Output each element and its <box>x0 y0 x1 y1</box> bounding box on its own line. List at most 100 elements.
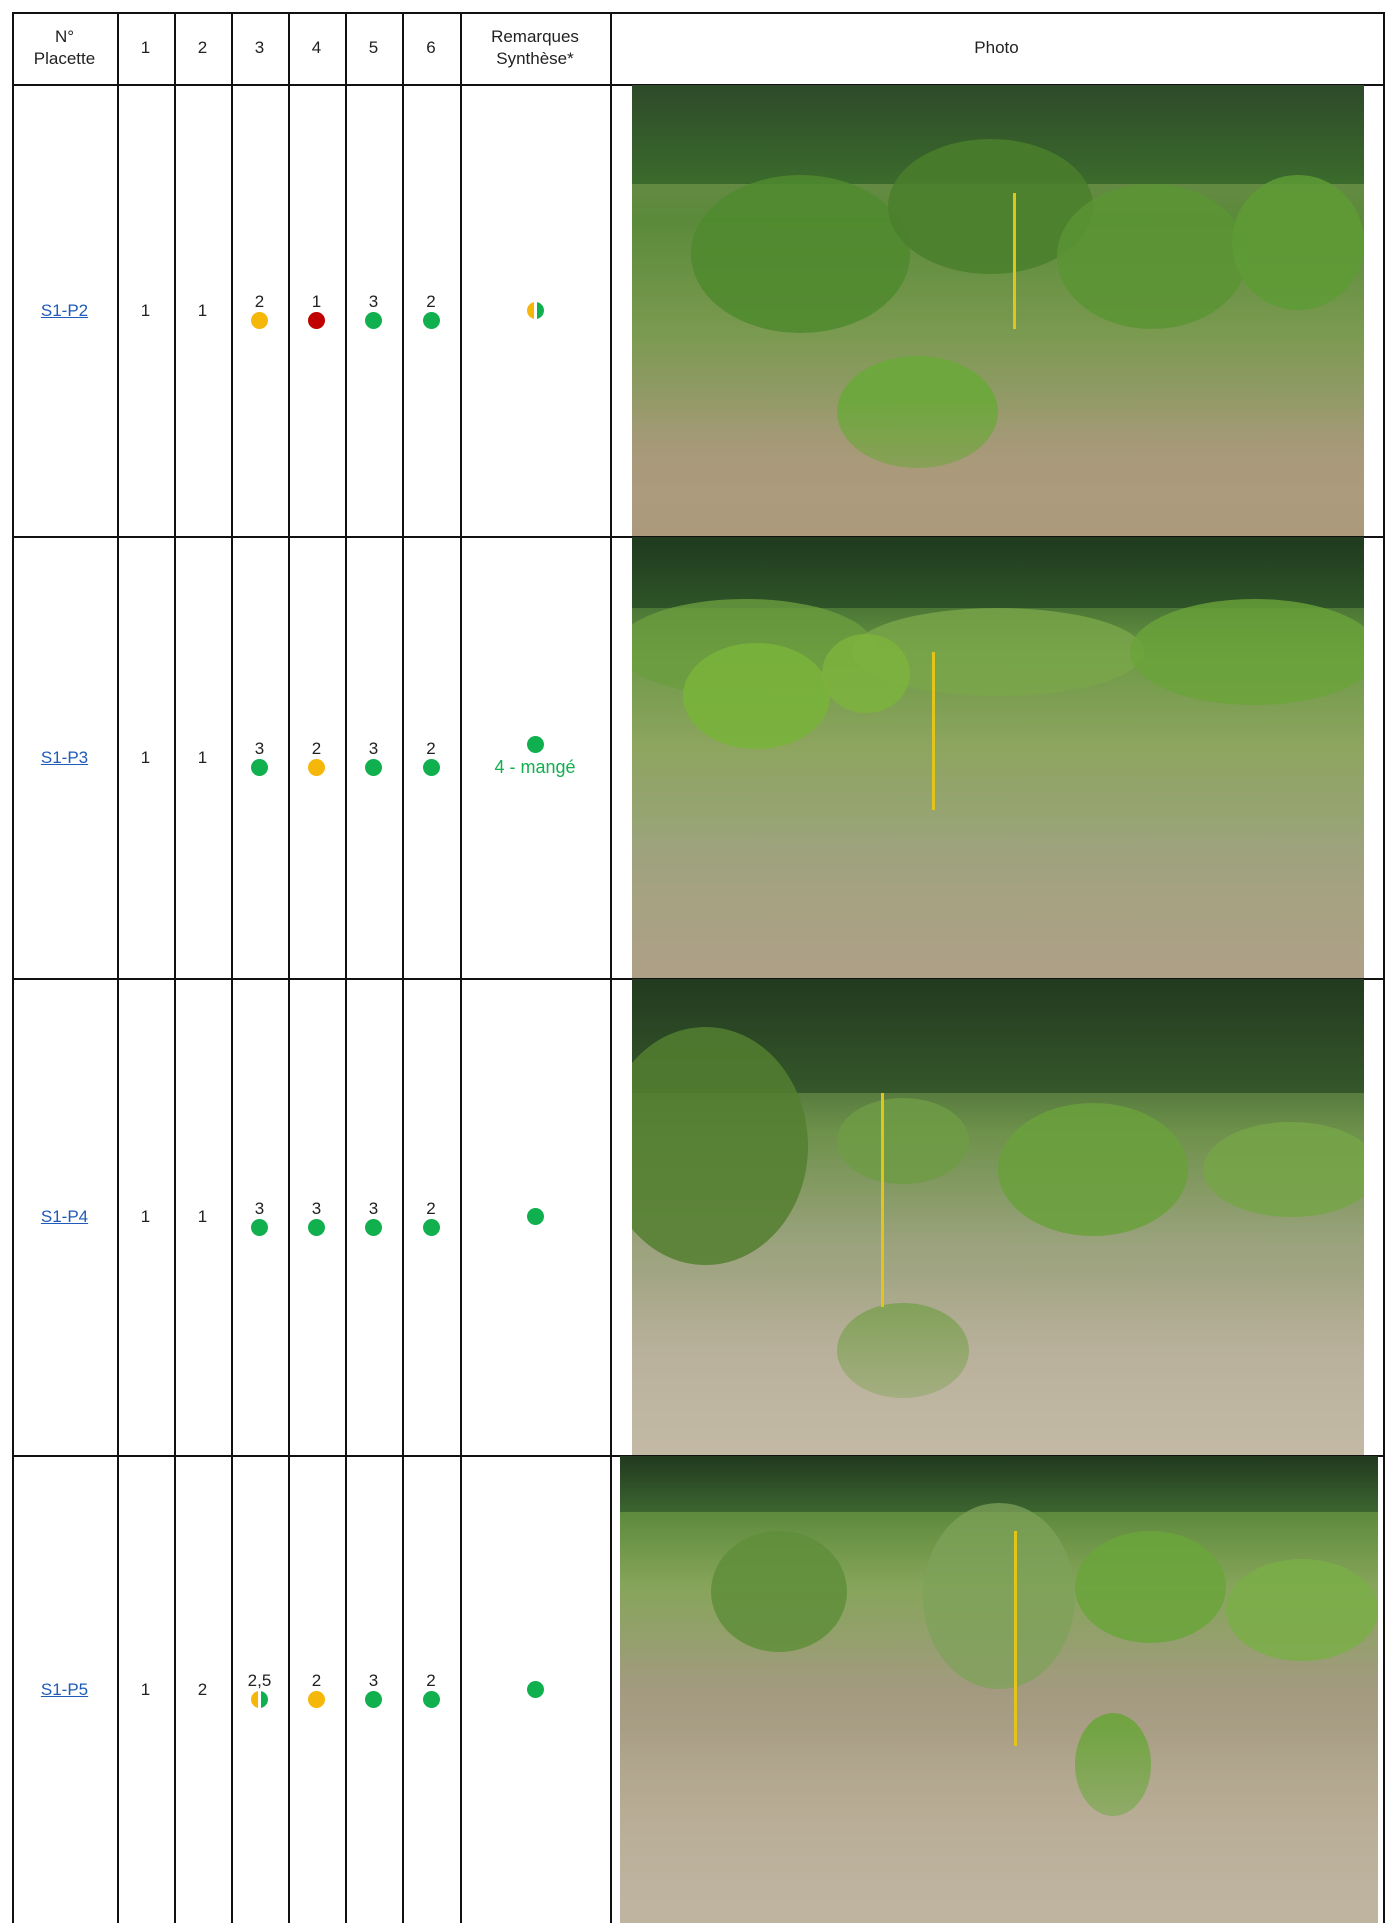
header-plot: N° Placette <box>12 12 117 84</box>
cell-col-2: 2 <box>174 1455 231 1923</box>
status-dot-icon <box>308 312 325 329</box>
cell-value: 1 <box>197 747 208 767</box>
remark-text: 4 - mangé <box>494 757 576 777</box>
cell-remarks <box>460 1455 610 1923</box>
cell-value: 2 <box>426 739 436 758</box>
status-dot-icon <box>308 759 325 776</box>
synthesis-dot-icon <box>526 1680 544 1698</box>
cell-col-6: 2 <box>402 84 460 536</box>
table-row: S1-P3 <box>12 536 117 978</box>
plot-link-s1-p5[interactable]: S1-P5 <box>40 1679 89 1699</box>
header-col-1: 1 <box>117 12 174 84</box>
status-dot-icon <box>422 759 440 776</box>
cell-col-3: 3 <box>231 536 288 978</box>
cell-col-2: 1 <box>174 978 231 1455</box>
cell-value: 1 <box>140 747 151 767</box>
cell-col-6: 2 <box>402 536 460 978</box>
cell-value: 3 <box>368 1198 379 1218</box>
header-col-2: 2 <box>174 12 231 84</box>
status-dot-icon <box>365 312 382 329</box>
cell-col-2: 1 <box>174 84 231 536</box>
table-border <box>610 12 612 1923</box>
cell-remarks <box>460 84 610 536</box>
cell-remarks: 4 - mangé <box>460 536 610 978</box>
cell-value: 3 <box>254 1198 265 1218</box>
cell-value: 1 <box>197 300 208 320</box>
cell-value: 3 <box>368 1671 379 1690</box>
header-col-5: 5 <box>345 12 402 84</box>
table-border <box>117 12 119 1923</box>
table-border <box>288 12 290 1923</box>
table-border <box>12 978 1384 980</box>
cell-value: 2 <box>426 1671 436 1690</box>
header-col-4: 4 <box>288 12 345 84</box>
header-photo: Photo <box>610 12 1383 84</box>
cell-value: 2 <box>311 1671 322 1690</box>
table-border <box>345 12 347 1923</box>
table-border <box>12 1455 1384 1457</box>
synthesis-dot-icon <box>526 301 544 319</box>
cell-col-3: 3 <box>231 978 288 1455</box>
cell-value: 3 <box>254 739 265 758</box>
header-col-6-label: 6 <box>426 38 436 57</box>
table-row: S1-P2 <box>12 84 117 536</box>
status-dot-icon <box>308 1218 325 1236</box>
status-dot-icon <box>251 1218 268 1236</box>
table-border <box>12 12 14 1923</box>
plot-link-s1-p2[interactable]: S1-P2 <box>40 300 89 320</box>
status-dot-icon <box>365 1218 382 1236</box>
cell-col-4: 1 <box>288 84 345 536</box>
synthesis-dot-icon <box>526 1208 544 1225</box>
cell-remarks <box>460 978 610 1455</box>
plot-photo <box>632 537 1364 978</box>
cell-col-4: 2 <box>288 536 345 978</box>
table-row: S1-P4 <box>12 978 117 1455</box>
plot-photo <box>632 979 1364 1455</box>
cell-value: 2 <box>426 1198 436 1218</box>
cell-value: 1 <box>140 1207 151 1226</box>
plot-photo <box>620 1456 1378 1923</box>
cell-value: 1 <box>311 292 322 311</box>
cell-col-5: 3 <box>345 84 402 536</box>
header-remarks-label: Remarques Synthèse* <box>491 27 579 68</box>
cell-col-3: 2,5 <box>231 1455 288 1923</box>
header-col-3-label: 3 <box>254 38 265 57</box>
cell-col-1: 1 <box>117 978 174 1455</box>
status-dot-icon <box>422 312 440 329</box>
cell-col-2: 1 <box>174 536 231 978</box>
status-dot-icon <box>308 1691 325 1708</box>
status-dot-icon <box>251 759 268 776</box>
table-border <box>460 12 462 1923</box>
cell-value: 2 <box>426 292 436 311</box>
header-plot-label: N° Placette <box>33 27 96 68</box>
cell-value: 2 <box>197 1679 208 1699</box>
table-border <box>402 12 404 1923</box>
plot-link-s1-p3[interactable]: S1-P3 <box>40 747 89 767</box>
cell-col-1: 1 <box>117 1455 174 1923</box>
cell-col-6: 2 <box>402 978 460 1455</box>
header-col-6: 6 <box>402 12 460 84</box>
cell-value: 1 <box>140 1679 151 1699</box>
status-dot-icon <box>251 312 268 329</box>
table-border <box>231 12 233 1923</box>
header-photo-label: Photo <box>974 38 1019 57</box>
plot-link-s1-p4[interactable]: S1-P4 <box>40 1207 89 1226</box>
header-col-1-label: 1 <box>140 38 151 57</box>
table-border <box>12 536 1384 538</box>
cell-col-5: 3 <box>345 978 402 1455</box>
cell-col-4: 3 <box>288 978 345 1455</box>
cell-col-1: 1 <box>117 84 174 536</box>
table-row: S1-P5 <box>12 1455 117 1923</box>
synthesis-dot-icon <box>526 736 544 753</box>
cell-value: 1 <box>140 300 151 320</box>
header-col-5-label: 5 <box>368 38 379 57</box>
table-border <box>174 12 176 1923</box>
cell-col-6: 2 <box>402 1455 460 1923</box>
cell-value: 1 <box>197 1207 208 1226</box>
cell-col-3: 2 <box>231 84 288 536</box>
table-border <box>1383 12 1385 1923</box>
cell-col-5: 3 <box>345 536 402 978</box>
cell-value: 3 <box>368 739 379 758</box>
status-dot-icon <box>365 1691 382 1708</box>
